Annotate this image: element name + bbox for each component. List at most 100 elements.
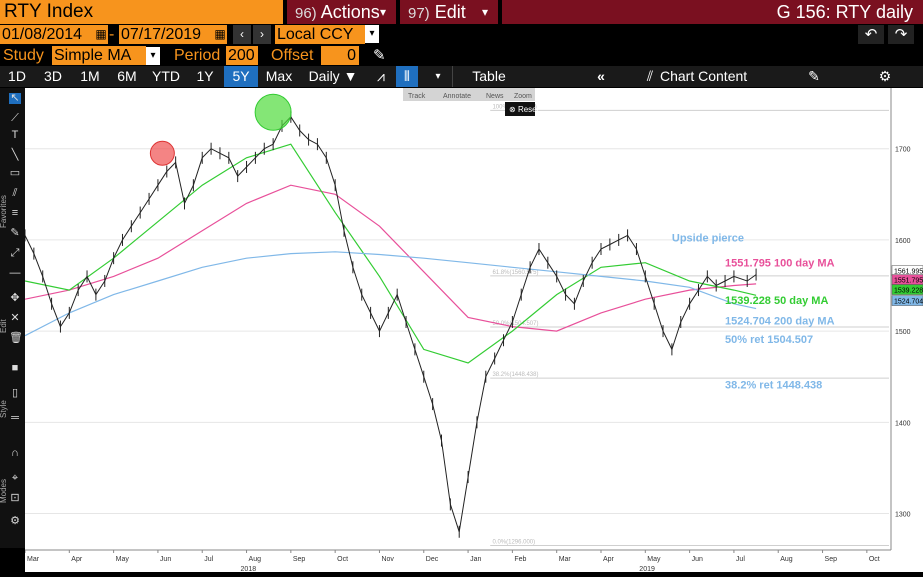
mini-track[interactable]: Track bbox=[408, 93, 426, 100]
study-dropdown-icon[interactable]: ▾ bbox=[146, 47, 160, 65]
start-date-field[interactable]: 01/08/2014 bbox=[0, 25, 94, 44]
prev-range-icon[interactable]: ‹ bbox=[233, 25, 251, 44]
x-tick-label: Jun bbox=[692, 556, 703, 563]
period-toolbar: 1D 3D 1M 6M YTD 1Y 5Y Max Daily ▼ ⩘ ⫴ ▾ … bbox=[0, 66, 923, 87]
redo-icon[interactable]: ↷ bbox=[888, 25, 914, 44]
period-1m[interactable]: 1M bbox=[80, 68, 100, 84]
currency-dropdown-icon[interactable]: ▾ bbox=[365, 25, 379, 43]
y-tick-label: 1600 bbox=[895, 238, 911, 245]
snap-icon[interactable]: ⌖ bbox=[11, 472, 19, 484]
highlight-circle-red bbox=[149, 140, 175, 166]
chart-type-dropdown-icon[interactable]: ▾ bbox=[435, 71, 441, 82]
x-tick-label: Feb bbox=[514, 556, 526, 563]
table-button[interactable]: Table bbox=[452, 66, 525, 87]
draw-line-icon[interactable]: ╲ bbox=[11, 149, 19, 161]
magnet-icon[interactable]: ∩ bbox=[11, 447, 19, 459]
frequency-dropdown[interactable]: Daily ▼ bbox=[302, 66, 364, 87]
settings-gear-icon[interactable]: ⚙ bbox=[878, 68, 892, 84]
x-tick-label: May bbox=[647, 556, 661, 563]
x-tick-label: Oct bbox=[337, 556, 348, 563]
offset-field[interactable]: 0 bbox=[321, 46, 359, 65]
ticker-field[interactable]: RTY Index bbox=[0, 0, 283, 24]
panel-label-favorites: Favorites bbox=[0, 195, 8, 228]
x-tick-label: Apr bbox=[71, 556, 83, 563]
x-tick-label: Oct bbox=[869, 556, 880, 563]
x-year-label: 2018 bbox=[241, 566, 257, 572]
price-chart-svg[interactable]: 0.0%(1296.000) 38.2%(1448.438) 50.0%(1504.… bbox=[24, 88, 923, 573]
x-tick-label: Aug bbox=[780, 556, 793, 563]
edit-menu[interactable]: 97) Edit ▾ bbox=[400, 0, 498, 24]
x-tick-label: Nov bbox=[381, 556, 394, 563]
fib-label: 50.0%(1504.507) bbox=[492, 321, 538, 327]
currency-field[interactable]: Local CCY bbox=[275, 25, 365, 44]
mini-zoom[interactable]: Zoom bbox=[514, 93, 532, 100]
fib-label: 38.2%(1448.438) bbox=[492, 372, 538, 378]
pen-icon[interactable]: ✎ bbox=[10, 227, 20, 239]
end-date-field[interactable]: 07/17/2019 bbox=[119, 25, 213, 44]
line-weight-icon[interactable]: ═ bbox=[11, 412, 19, 424]
x-tick-label: Dec bbox=[426, 556, 439, 563]
period-6m[interactable]: 6M bbox=[117, 68, 137, 84]
mini-annotate[interactable]: Annotate bbox=[443, 93, 471, 100]
period-3d[interactable]: 3D bbox=[44, 68, 62, 84]
ma-line bbox=[24, 143, 757, 364]
fib-label: 0.0%(1296.000) bbox=[492, 539, 535, 545]
actions-menu[interactable]: 96) Actions ▾ bbox=[287, 0, 396, 24]
period-max[interactable]: Max bbox=[265, 68, 293, 84]
chart-background bbox=[25, 88, 923, 572]
channel-icon[interactable]: ⫽ bbox=[12, 187, 18, 199]
chart-content-icon[interactable]: ⫽ bbox=[646, 68, 654, 84]
left-tool-panel: ↖ ⟋ T ╲ ▭ ⫽ ≡ ✎ ⤢ ― ✥ ✕ 🗑 ■ ▯ ═ ∩ ⌖ ⊡ ⚙ … bbox=[0, 88, 26, 548]
pointer-icon[interactable]: ↖ bbox=[9, 92, 21, 104]
fib-label: 61.8%(1560.575) bbox=[492, 270, 538, 276]
x-tick-label: Jan bbox=[470, 556, 481, 563]
chart-area[interactable]: 0.0%(1296.000) 38.2%(1448.438) 50.0%(1504.… bbox=[24, 88, 923, 573]
panel-label-modes: Modes bbox=[0, 478, 8, 503]
period-1d[interactable]: 1D bbox=[8, 68, 26, 84]
period-1y[interactable]: 1Y bbox=[196, 68, 214, 84]
calendar-end-icon[interactable]: ▦ bbox=[213, 25, 227, 44]
erase-icon[interactable]: ✕ bbox=[10, 312, 20, 324]
period-ytd[interactable]: YTD bbox=[152, 68, 180, 84]
x-tick-label: Jun bbox=[160, 556, 171, 563]
mini-news[interactable]: News bbox=[486, 93, 504, 100]
study-field[interactable]: Simple MA bbox=[52, 46, 146, 65]
fill-icon[interactable]: ▯ bbox=[11, 387, 19, 399]
mode-settings-icon[interactable]: ⚙ bbox=[10, 515, 20, 527]
annotation-label: Upside pierce bbox=[672, 233, 744, 245]
x-tick-label: Sep bbox=[825, 556, 838, 563]
pencil-icon[interactable]: ✎ bbox=[373, 47, 386, 64]
text-tool-icon[interactable]: T bbox=[11, 129, 19, 141]
edit-label: Edit bbox=[434, 2, 466, 22]
undo-icon[interactable]: ↶ bbox=[858, 25, 884, 44]
crosshair-icon[interactable]: ⟋ bbox=[11, 112, 19, 124]
color-swatch-icon[interactable]: ■ bbox=[11, 362, 19, 374]
x-tick-label: Mar bbox=[27, 556, 40, 563]
y-tick-label: 1300 bbox=[895, 512, 911, 519]
frequency-label: Daily bbox=[308, 68, 340, 84]
period-field[interactable]: 200 bbox=[226, 46, 258, 65]
price-tag-label: 1561.995 bbox=[894, 269, 923, 276]
period-label: Period bbox=[174, 47, 221, 64]
chart-content-button[interactable]: Chart Content bbox=[660, 68, 748, 84]
line-chart-icon[interactable]: ⩘ bbox=[377, 68, 385, 84]
calendar-start-icon[interactable]: ▦ bbox=[94, 25, 108, 44]
hline-icon[interactable]: ― bbox=[9, 267, 21, 279]
price-tag-label: 1524.704 bbox=[894, 299, 923, 306]
offset-label: Offset bbox=[271, 47, 314, 64]
period-5y[interactable]: 5Y bbox=[224, 66, 258, 87]
fib-icon[interactable]: ≡ bbox=[11, 207, 19, 219]
move-icon[interactable]: ✥ bbox=[10, 292, 20, 304]
next-range-icon[interactable]: › bbox=[253, 25, 271, 44]
lock-icon[interactable]: ⊡ bbox=[10, 492, 20, 504]
arrow-icon[interactable]: ⤢ bbox=[10, 247, 20, 259]
reset-button[interactable] bbox=[505, 102, 535, 116]
delete-icon[interactable]: 🗑 bbox=[9, 332, 23, 344]
rect-tool-icon[interactable]: ▭ bbox=[9, 167, 21, 179]
collapse-icon[interactable]: « bbox=[597, 68, 605, 84]
annotation-label: 1551.795 100 day MA bbox=[725, 257, 835, 269]
annotation-label: 38.2% ret 1448.438 bbox=[725, 380, 822, 392]
bar-chart-icon[interactable]: ⫴ bbox=[396, 66, 418, 87]
x-tick-label: Apr bbox=[603, 556, 615, 563]
edit-chart-icon[interactable]: ✎ bbox=[808, 68, 820, 84]
